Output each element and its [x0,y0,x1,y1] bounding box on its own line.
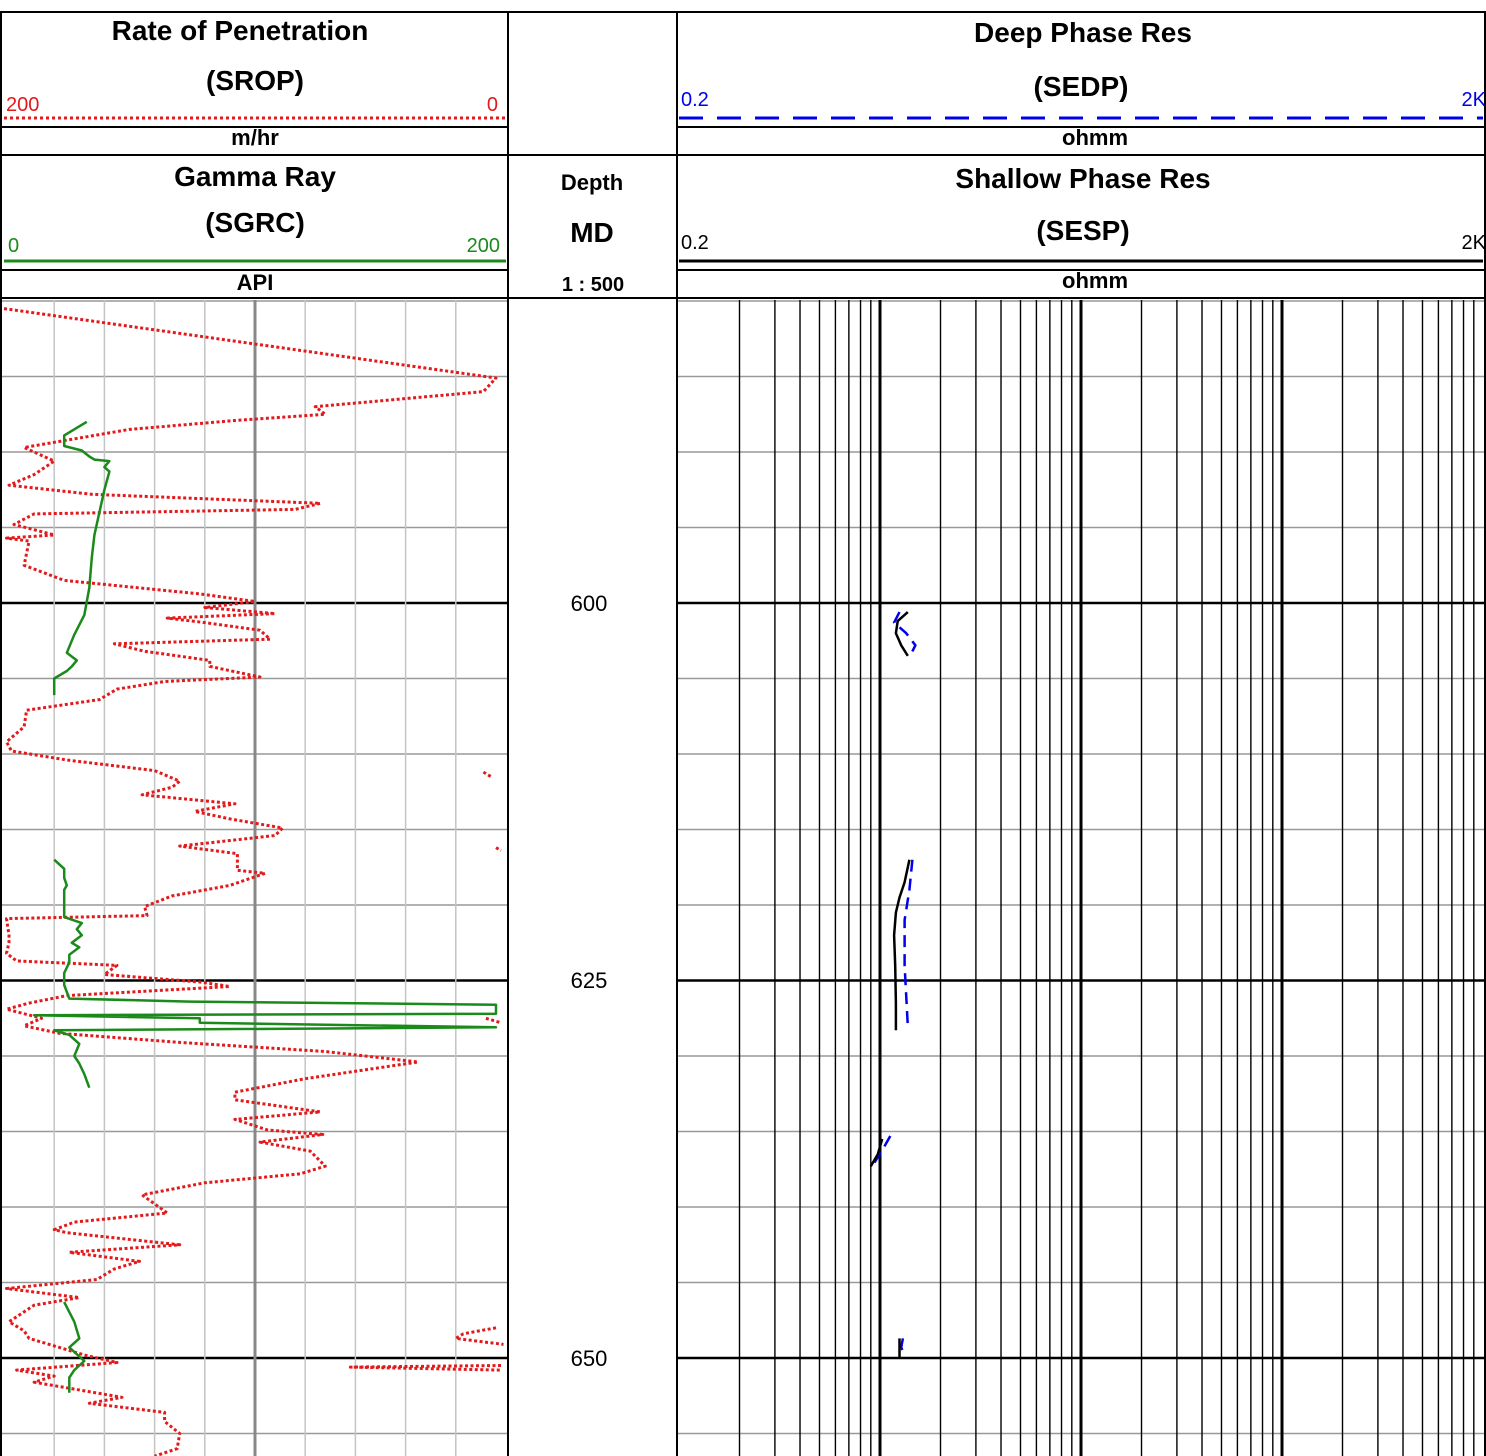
sgrc-curve-segment-2 [63,1301,86,1393]
sedp-scale-right: 2K [1462,89,1486,111]
gr-scale-right: 200 [467,235,500,257]
sgrc-curve-segment-0 [52,420,111,696]
sedp-curve-segment-2 [872,1135,892,1166]
rop-scale-right: 0 [487,94,498,116]
depth-scale: 1 : 500 [562,274,624,296]
rop-scale-left: 200 [6,94,39,116]
sedp-mnemonic: (SEDP) [1034,71,1129,102]
sedp-curve-segment-1 [903,859,914,1026]
srop-extra-curve-segment-0 [482,770,492,778]
sesp-unit: ohmm [1062,268,1128,293]
header-frame [0,11,1486,1456]
srop-extra-curve-segment-3 [454,1326,504,1346]
srop-curve [3,307,498,1456]
srop-extra-curve-segment-1 [495,846,502,852]
sesp-scale-right: 2K [1462,232,1486,254]
gr-title: Gamma Ray [174,161,336,192]
sedp-curve-segment-3 [899,1338,906,1356]
gr-scale-left: 0 [8,235,19,257]
sedp-scale-left: 0.2 [681,89,709,111]
sedp-curve-segment-0 [892,611,917,655]
sedp-title: Deep Phase Res [974,17,1192,48]
depth-label-600: 600 [571,591,608,616]
depth-label-650: 650 [571,1346,608,1371]
rop-title: Rate of Penetration [112,15,369,46]
gr-mnemonic: (SGRC) [205,207,305,238]
depth-mnemonic: MD [570,217,614,248]
gr-unit: API [237,270,274,295]
sgrc-curve-segment-1 [32,858,498,1089]
srop-extra-curve-segment-4 [348,1364,502,1372]
sesp-curve-segment-0 [894,611,909,657]
depth-label-625: 625 [571,968,608,993]
rop-mnemonic: (SROP) [206,65,304,96]
rop-unit: m/hr [231,125,279,150]
sedp-unit: ohmm [1062,125,1128,150]
sesp-title: Shallow Phase Res [955,163,1210,194]
curve-layer [3,307,917,1456]
srop-extra-curve-segment-2 [485,1016,502,1025]
grid-layer [1,300,1486,1456]
sesp-mnemonic: (SESP) [1036,215,1129,246]
sesp-scale-left: 0.2 [681,232,709,254]
sesp-curve-segment-2 [869,1138,884,1167]
sesp-curve-segment-1 [892,859,911,1031]
depth-title: Depth [561,170,623,195]
